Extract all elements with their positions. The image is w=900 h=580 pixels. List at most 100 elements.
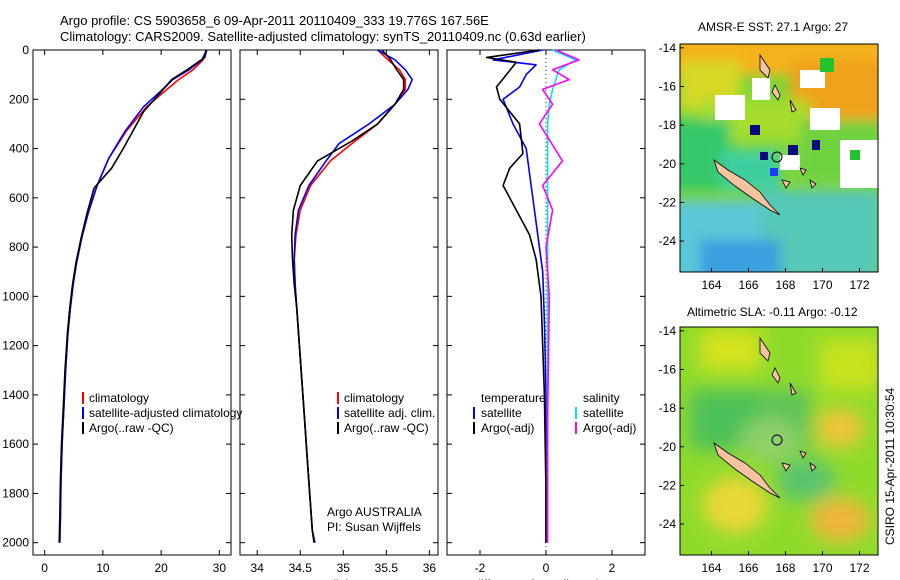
legend-label: satellite [481,406,522,420]
x-tick-label: 2 [609,561,616,575]
temperature-plot-frame [32,49,232,556]
y-tick-label: 1600 [2,437,29,451]
map-x-tick-label: 172 [849,561,869,575]
y-tick-label: 1800 [2,486,29,500]
legend-label: Argo(..raw -QC) [89,421,174,435]
map-y-tick-label: -22 [659,478,677,492]
map-y-tick-label: -16 [659,363,677,377]
legend-label: Argo(-adj) [481,421,534,435]
legend-label: satellite adj. clim. [344,406,435,420]
x-tick-label: 0 [543,561,550,575]
map-y-tick-label: -22 [659,195,677,209]
legend-title-temperature: temperature [481,391,546,405]
argo-position-marker [771,151,783,163]
map-pixel [750,125,760,135]
x-tick-label: 20 [154,561,168,575]
map-pixel [770,168,778,176]
y-tick-label: 2000 [2,536,29,550]
salinity-plot-frame [239,49,439,556]
x-tick-label: -2 [475,561,486,575]
temperature-panel: 0 10 20 30 0 200 400 600 800 1000 1200 1400 1600 1800… [2,43,232,580]
legend-label: Argo(-adj) [583,421,636,435]
difference-legend: temperature satellite Argo(-adj) salinit… [473,391,636,435]
map-y-tick-label: -14 [659,324,677,338]
map-x-tick-label: 166 [738,561,758,575]
missing-data [800,70,825,88]
vanuatu-islands [759,53,797,113]
legend-title-salinity: salinity [583,391,620,405]
legend-label: satellite [583,406,624,420]
map-y-tick-label: -16 [659,80,677,94]
map-pixel [788,145,798,155]
map-x-tick-label: 166 [738,278,758,292]
difference-x-axis-label: difference from climatology [474,577,617,580]
annotation-line1: Argo AUSTRALIA [327,505,422,519]
series-line-argo-raw-qc [290,49,405,543]
salinity-legend: climatology satellite adj. clim. Argo(..… [327,391,435,534]
temperature-x-axis-label: temperature [100,577,165,580]
series-line-argo-raw-qc [58,49,208,543]
x-tick-label: 34.5 [289,561,313,575]
difference-panel: -2 0 2 difference from climatology [446,49,646,580]
legend-label: climatology [344,391,404,405]
map-y-tick-label: -24 [659,517,677,531]
x-tick-label: 36 [423,561,437,575]
map-x-tick-label: 170 [812,278,832,292]
temperature-legend: climatology satellite-adjusted climatolo… [82,391,242,435]
map-y-tick-label: -18 [659,401,677,415]
x-tick-label: 0 [41,561,48,575]
series-line-temperature-satellite [492,49,547,543]
sst-map-ticks: 164 166 168 170 172 -14 -16 -18 -20 -22 -24 [659,41,870,292]
missing-data [780,155,800,170]
loyalty-islands [781,450,817,472]
missing-data [840,140,878,188]
sla-map-title: Altimetric SLA: -0.11 Argo: -0.12 [687,305,858,319]
map-x-tick-label: 164 [701,278,721,292]
map-x-tick-label: 170 [812,561,832,575]
map-frame [679,326,879,556]
header-line2: Climatology: CARS2009. Satellite-adjuste… [60,29,586,44]
map-y-tick-label: -20 [659,157,677,171]
sla-map-ticks: 164 166 168 170 172 -14 -16 -18 -20 -22 -24 [659,324,870,575]
annotation-line2: PI: Susan Wijffels [327,520,421,534]
sst-map-title: AMSR-E SST: 27.1 Argo: 27 [698,20,848,34]
x-tick-label: 35 [337,561,351,575]
map-pixel [820,58,834,72]
y-tick-label: 1000 [2,289,29,303]
y-tick-label: 600 [9,191,29,205]
y-tick-label: 200 [9,92,29,106]
map-x-tick-label: 172 [849,278,869,292]
y-tick-label: 1200 [2,339,29,353]
x-tick-label: 35.5 [375,561,399,575]
side-stamp: CSIRO 15-Apr-2011 10:30:54 [883,387,897,545]
sla-field [690,330,878,542]
new-caledonia-island [713,158,781,216]
map-pixel [850,150,860,160]
map-pixel [760,152,768,160]
sla-map: 164 166 168 170 172 -14 -16 -18 -20 -22 -24 [659,324,879,575]
loyalty-islands [781,167,817,189]
map-pixel [812,140,820,150]
y-tick-label: 0 [22,43,29,57]
y-tick-label: 1400 [2,388,29,402]
x-tick-label: 34 [251,561,265,575]
new-caledonia-island [713,441,781,499]
map-y-tick-label: -14 [659,41,677,55]
missing-data [810,108,840,130]
legend-label: Argo(..raw -QC) [344,421,429,435]
vanuatu-islands [759,336,797,396]
y-tick-label: 800 [9,240,29,254]
missing-data [715,95,745,120]
salinity-x-axis-label: salinity [321,577,358,580]
series-line-salinity-argo-adj [538,49,580,543]
sst-map: 164 166 168 170 172 -14 -16 -18 -20 -22 -24 [659,41,879,292]
map-frame [679,43,879,273]
legend-label: satellite-adjusted climatology [89,406,242,420]
x-tick-label: 10 [96,561,110,575]
argo-position-marker [771,434,783,446]
map-x-tick-label: 168 [775,561,795,575]
salinity-panel: 34 34.5 35 35.5 36 salinity [239,49,439,580]
map-y-tick-label: -18 [659,118,677,132]
map-y-tick-label: -24 [659,234,677,248]
